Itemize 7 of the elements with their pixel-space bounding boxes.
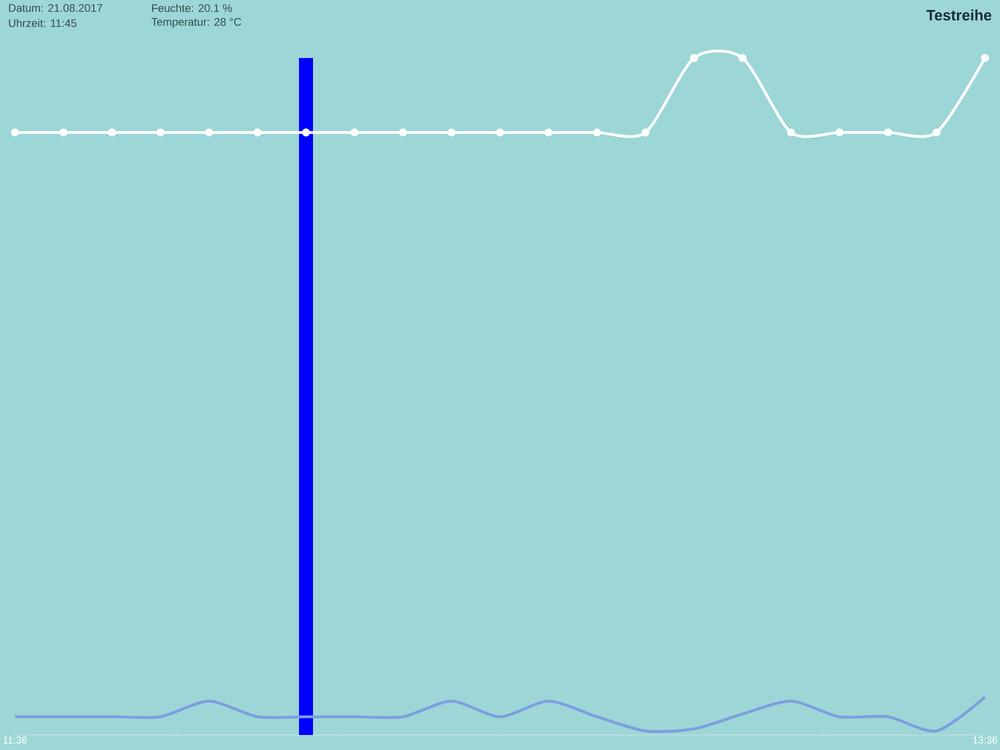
text: Temperatur: 28 °C: [151, 18, 242, 28]
text: Datum: 21.08.2017: [9, 4, 102, 12]
text: Uhrzeit: 11:45: [9, 18, 76, 28]
text: Feuchte: 20.1 %: [152, 4, 232, 12]
x-tick-label: 11:36: [4, 736, 27, 744]
chart-title: Testreihe: [926, 9, 992, 20]
x-tick-label: 13:36: [973, 736, 998, 744]
